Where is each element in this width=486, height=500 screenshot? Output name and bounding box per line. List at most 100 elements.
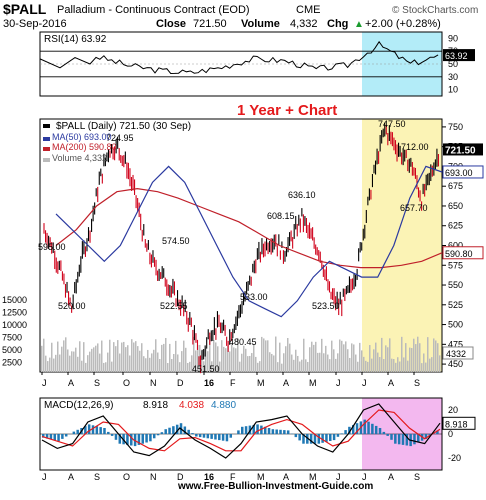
volume-bar — [113, 342, 115, 372]
volume-bar — [177, 354, 179, 372]
macd-histogram-bar — [172, 426, 175, 435]
volume-label: Volume — [241, 18, 280, 30]
macd-histogram-bar — [386, 434, 389, 436]
macd-x-tick-label: J — [336, 472, 341, 482]
macd-title: MACD(12,26,9) — [44, 400, 113, 411]
volume-bar — [77, 356, 79, 372]
price-tick-label: 500 — [448, 320, 463, 330]
volume-bar — [407, 360, 409, 372]
volume-bar — [375, 342, 377, 372]
volume-bar — [129, 355, 131, 372]
price-tick-label: 600 — [448, 241, 463, 251]
volume-bar — [269, 352, 271, 372]
volume-bar — [303, 338, 305, 372]
price-annotation: 451.50 — [192, 364, 220, 374]
volume-bar — [85, 362, 87, 372]
macd-histogram-bar — [340, 433, 343, 435]
volume-bar — [419, 343, 421, 372]
signal-value: 4.038 — [179, 400, 204, 411]
volume-bar — [291, 354, 293, 372]
volume-bar — [333, 349, 335, 372]
macd-x-tick-label: D — [177, 472, 184, 482]
macd-histogram-bar — [329, 434, 332, 441]
volume-bar — [389, 338, 391, 372]
volume-bar — [173, 354, 175, 372]
volume-bar — [295, 349, 297, 372]
volume-bar — [417, 336, 419, 372]
macd-x-tick-label: M — [257, 472, 265, 482]
volume-bar — [437, 343, 439, 372]
volume-bar — [299, 361, 301, 372]
volume-bar — [275, 336, 277, 372]
volume-bar — [395, 362, 397, 372]
volume-bar — [279, 342, 281, 372]
volume-bar — [47, 361, 49, 372]
volume-bar — [197, 345, 199, 372]
macd-histogram-bar — [91, 425, 95, 435]
volume-bar — [185, 347, 187, 372]
legend-swatch — [43, 147, 50, 151]
volume-bar — [169, 343, 171, 372]
volume-bar — [57, 341, 59, 372]
volume-bar — [221, 340, 223, 372]
volume-bar — [93, 347, 95, 372]
volume-bar — [217, 346, 219, 372]
volume-bar — [261, 336, 263, 372]
macd-x-tick-label: A — [388, 472, 394, 482]
volume-bar — [427, 337, 429, 372]
volume-bar — [179, 362, 181, 372]
volume-bar — [307, 361, 309, 372]
volume-bar — [49, 357, 51, 372]
volume-bar — [41, 345, 43, 372]
volume-bar — [315, 341, 317, 372]
volume-bar — [83, 342, 85, 372]
volume-tick-label: 10000 — [2, 320, 27, 330]
volume-bar — [289, 343, 291, 372]
chg-label: Chg — [327, 18, 348, 30]
macd-histogram-bar — [221, 434, 225, 441]
volume-bar — [247, 356, 249, 372]
macd-histogram-bar — [355, 423, 359, 435]
volume-bar — [63, 340, 65, 372]
volume-tick-label: 15000 — [2, 295, 27, 305]
macd-histogram-bar — [156, 434, 160, 436]
volume-value: 4,332 — [290, 18, 318, 30]
volume-bar — [59, 354, 61, 372]
legend-swatch — [43, 137, 50, 141]
volume-bar — [143, 356, 145, 372]
volume-bar — [425, 362, 427, 372]
volume-bar — [363, 356, 365, 372]
rsi-current-box — [443, 49, 475, 62]
volume-bar — [377, 352, 379, 372]
x-tick-label: J — [362, 378, 367, 388]
volume-bar — [187, 362, 189, 372]
macd-histogram-bar — [145, 434, 148, 443]
macd-histogram-bar — [336, 434, 340, 437]
volume-bar — [353, 344, 355, 372]
volume-bar — [199, 344, 201, 372]
footer-url: www.Free-Bullion-Investment-Guide.com — [177, 481, 373, 492]
volume-bar — [277, 362, 279, 372]
volume-bar — [325, 345, 327, 372]
legend-price: $PALL (Daily) 721.50 (30 Sep) — [56, 121, 191, 132]
volume-bar — [125, 347, 127, 372]
ma200-current-box — [442, 246, 484, 260]
volume-bar — [297, 355, 299, 372]
macd-histogram-bar — [424, 434, 428, 439]
macd-histogram-bar — [302, 434, 305, 444]
volume-bar — [249, 355, 251, 372]
volume-bar — [415, 344, 417, 372]
volume-bar — [369, 345, 371, 372]
macd-histogram-bar — [237, 430, 240, 435]
macd-x-tick-label: 16 — [204, 472, 214, 482]
volume-bar — [51, 342, 53, 372]
ma50-current-label: 693.00 — [445, 168, 473, 178]
volume-bar — [311, 341, 313, 372]
macd-histogram-bar — [271, 429, 275, 435]
price-annotation: 636.10 — [288, 190, 316, 200]
macd-histogram-bar — [332, 434, 336, 441]
volume-bar — [223, 346, 225, 372]
volume-bar — [43, 338, 45, 372]
macd-histogram-bar — [191, 433, 194, 435]
